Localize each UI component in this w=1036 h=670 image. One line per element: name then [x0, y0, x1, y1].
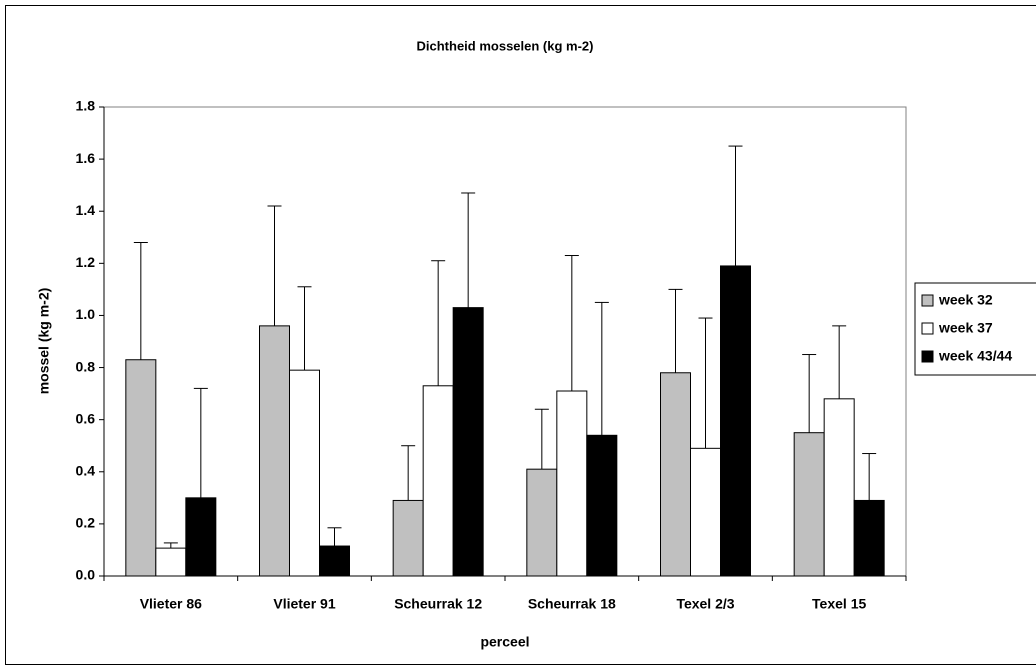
bar: [452, 307, 484, 577]
chart-title: Dichtheid mosselen (kg m-2): [417, 38, 594, 53]
legend-swatch: [921, 294, 934, 307]
bar: [392, 499, 424, 577]
x-tick-label: Texel 15: [812, 596, 866, 612]
bar: [823, 398, 855, 577]
bar: [185, 497, 217, 577]
plot-area: [103, 106, 907, 577]
y-tick-label: 1.6: [76, 150, 96, 166]
bar: [155, 547, 187, 577]
y-tick-label: 1.2: [76, 254, 96, 270]
y-tick-label: 0.2: [76, 515, 96, 531]
bar: [422, 385, 454, 577]
x-tick-label: Texel 2/3: [676, 596, 734, 612]
y-tick-label: 1.4: [76, 202, 96, 218]
y-tick-label: 1.0: [76, 306, 96, 322]
bar: [690, 447, 721, 577]
legend-label: week 32: [938, 292, 993, 308]
y-axis-label: mossel (kg m-2): [36, 288, 52, 395]
y-tick-label: 0.6: [76, 410, 96, 426]
y-tick-label: 1.8: [76, 98, 96, 114]
y-tick-label: 0.4: [76, 462, 96, 478]
legend-box: [914, 282, 1036, 376]
bar: [526, 468, 558, 577]
x-tick-label: Scheurrak 18: [528, 596, 616, 612]
bar: [793, 432, 825, 577]
bar: [853, 499, 885, 577]
bar: [259, 325, 290, 577]
legend-swatch: [921, 350, 934, 363]
bar: [720, 265, 751, 577]
bar: [660, 372, 691, 577]
x-axis-label: perceel: [480, 634, 529, 650]
x-tick-label: Vlieter 86: [140, 596, 202, 612]
bar: [556, 390, 588, 577]
legend-swatch: [921, 322, 934, 335]
legend-label: week 37: [938, 320, 993, 336]
bar: [125, 359, 157, 577]
x-tick-label: Scheurrak 12: [394, 596, 482, 612]
bar: [586, 434, 618, 577]
x-tick-label: Vlieter 91: [273, 596, 335, 612]
bar: [319, 545, 350, 577]
y-tick-label: 0.0: [76, 567, 96, 583]
y-tick-label: 0.8: [76, 358, 96, 374]
legend-label: week 43/44: [938, 348, 1012, 364]
bar: [289, 369, 320, 577]
